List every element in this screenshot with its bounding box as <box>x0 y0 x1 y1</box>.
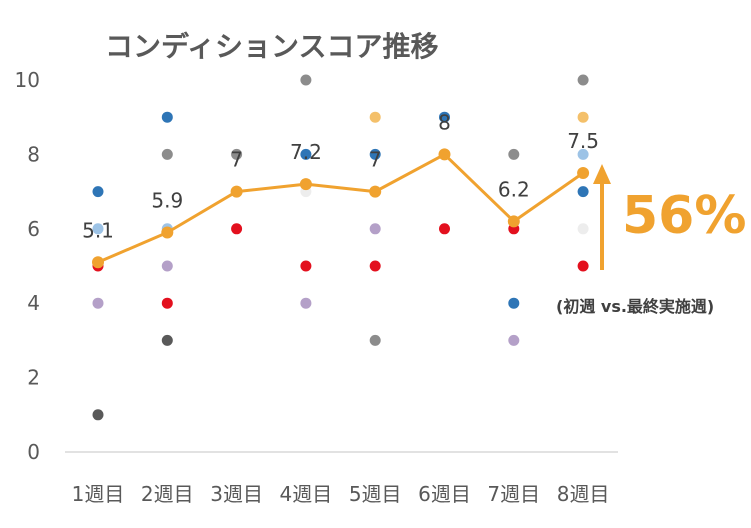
x-tick-label: 6週目 <box>418 482 471 506</box>
score-dot <box>577 148 589 160</box>
y-tick-label: 2 <box>27 366 40 390</box>
average-marker <box>230 185 243 198</box>
score-dot <box>439 223 450 235</box>
average-data-label: 8 <box>438 110 451 134</box>
average-data-label: 7 <box>369 148 382 172</box>
score-dot <box>369 260 381 272</box>
x-tick-label: 5週目 <box>349 482 402 506</box>
score-dot <box>508 334 520 346</box>
x-tick-label: 1週目 <box>72 482 125 506</box>
x-tick-label: 2週目 <box>141 482 194 506</box>
x-axis: 1週目 2週目 3週目 4週目 5週目 6週目 7週目 8週目 <box>72 482 610 506</box>
score-dot <box>92 297 104 309</box>
score-dot <box>161 260 173 272</box>
average-marker <box>92 256 104 269</box>
score-dot <box>508 148 520 160</box>
score-dot <box>300 297 312 309</box>
individual-score-dots <box>92 74 589 421</box>
score-dot <box>577 223 589 235</box>
average-marker <box>577 167 590 179</box>
score-dot <box>161 334 173 346</box>
score-dot <box>161 297 173 309</box>
average-marker <box>299 178 312 191</box>
score-dot <box>369 334 381 346</box>
score-dot <box>92 409 104 421</box>
score-dot <box>300 260 312 272</box>
score-dot <box>577 74 589 86</box>
average-marker <box>161 226 174 239</box>
score-dot <box>161 148 173 160</box>
score-dot <box>577 186 589 198</box>
improvement-note: (初週 vs.最終実施週) <box>556 297 714 316</box>
average-marker <box>438 148 451 161</box>
average-data-label: 7 <box>230 148 243 172</box>
score-dot <box>92 223 104 235</box>
score-dot <box>577 111 589 123</box>
score-dot <box>300 148 312 160</box>
average-data-label: 7.2 <box>290 140 322 164</box>
score-dot <box>577 260 589 272</box>
y-tick-label: 4 <box>27 291 40 315</box>
score-dot <box>231 148 243 160</box>
average-data-label: 6.2 <box>498 177 530 201</box>
y-tick-label: 6 <box>27 217 40 241</box>
score-dot <box>508 297 520 309</box>
average-marker <box>507 215 520 228</box>
average-series: 5.1 5.9 7 7.2 7 8 6.2 7.5 <box>82 110 599 269</box>
average-data-label: 5.9 <box>151 189 183 213</box>
improvement-annotation: 56% (初週 vs.最終実施週) <box>556 164 746 316</box>
x-tick-label: 3週目 <box>210 482 263 506</box>
score-dot <box>369 148 381 160</box>
score-dot <box>231 223 243 235</box>
x-tick-label: 7週目 <box>487 482 540 506</box>
score-dot <box>300 74 312 86</box>
x-tick-label: 4週目 <box>280 482 333 506</box>
score-dot <box>439 111 450 123</box>
y-tick-label: 0 <box>27 440 40 464</box>
score-dot <box>161 111 173 123</box>
score-dot <box>369 223 381 235</box>
average-line <box>97 152 584 264</box>
average-data-label: 5.1 <box>82 218 114 242</box>
y-tick-label: 10 <box>15 68 40 92</box>
score-dot <box>92 186 104 198</box>
increase-arrow-head <box>593 164 611 184</box>
chart-title: コンディションスコア推移 <box>105 30 438 63</box>
x-tick-label: 8週目 <box>557 482 610 506</box>
score-dot <box>369 111 381 123</box>
y-tick-label: 8 <box>27 142 40 166</box>
average-data-label: 7.5 <box>567 129 599 153</box>
y-axis: 0 2 4 6 8 10 <box>15 68 40 464</box>
improvement-value: 56% <box>622 186 746 246</box>
average-marker <box>369 185 382 198</box>
